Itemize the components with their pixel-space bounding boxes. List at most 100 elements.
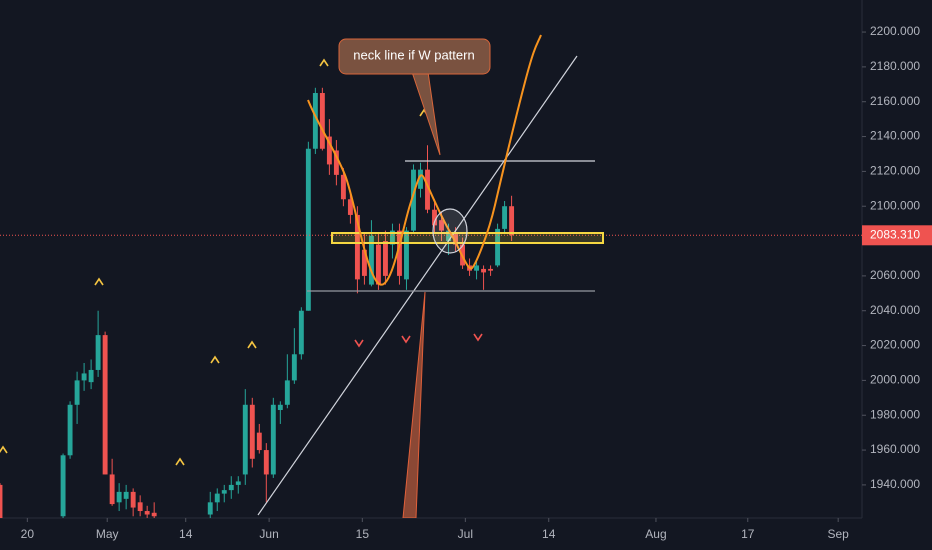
candle-body (123, 491, 129, 499)
y-tick-label: 2100.000 (870, 198, 920, 212)
candle-body (116, 491, 122, 503)
zone-rectangle (331, 232, 604, 244)
candle-body (207, 502, 213, 515)
y-tick-label: 2200.000 (870, 24, 920, 38)
candle-body (333, 150, 339, 175)
candle-body (340, 174, 346, 200)
candle-body (235, 481, 241, 485)
candle-body (102, 335, 108, 475)
y-tick-label: 1960.000 (870, 442, 920, 456)
candle-body (347, 199, 353, 215)
up-marker (94, 277, 104, 286)
candle-body (411, 169, 416, 231)
x-tick-label: Jun (259, 527, 278, 541)
candle-body (277, 404, 283, 411)
candle-body (256, 432, 262, 451)
candle-body (418, 169, 423, 189)
candle-body (130, 491, 136, 508)
x-tick-label: May (96, 527, 119, 541)
candle-body (60, 455, 66, 517)
y-tick-label: 2120.000 (870, 164, 920, 178)
y-tick-label: 2160.000 (870, 94, 920, 108)
x-tick-label: Sep (827, 527, 849, 541)
curve-drawing (307, 34, 542, 286)
trend-line (257, 55, 578, 516)
candle-body (432, 209, 437, 226)
y-tick-label: 2040.000 (870, 303, 920, 317)
candle-body (291, 354, 297, 381)
candle-body (375, 244, 381, 285)
candle-body (109, 474, 115, 505)
candle-body (354, 214, 360, 280)
y-tick-label: 2140.000 (870, 129, 920, 143)
x-tick-label: Jul (458, 527, 473, 541)
candle-body (361, 249, 367, 276)
candle-body (382, 241, 388, 276)
y-tick-label: 1980.000 (870, 407, 920, 421)
candle-body (404, 230, 409, 280)
candle-body (502, 206, 508, 229)
candle-body (446, 230, 451, 242)
candle-body (221, 490, 227, 494)
candle-body (439, 220, 444, 231)
candle-body (368, 235, 374, 285)
candle-body (228, 484, 234, 491)
up-marker (175, 457, 185, 466)
x-tick-label: 15 (356, 527, 370, 541)
up-marker (247, 340, 257, 349)
callout: neck line if W pattern (338, 38, 491, 156)
up-markers (0, 58, 429, 466)
x-tick-label: 20 (21, 527, 35, 541)
candle-body (326, 136, 332, 165)
candle-body (144, 511, 150, 515)
y-tick-label: 1940.000 (870, 477, 920, 491)
y-tick-label: 2180.000 (870, 59, 920, 73)
candle-body (425, 169, 430, 210)
x-tick-label: 14 (542, 527, 556, 541)
down-markers (354, 333, 483, 348)
candle-body (509, 206, 515, 236)
axes: 1940.000 1960.000 1980.000 2000.000 2020.000… (21, 24, 932, 541)
down-marker (401, 335, 411, 344)
up-marker (319, 58, 329, 67)
drawings: neck line if W pattern (0, 34, 604, 518)
candle-body (488, 268, 494, 271)
candle-body (284, 380, 290, 405)
candle-body (151, 512, 157, 517)
y-tick-label: 2000.000 (870, 373, 920, 387)
candle-body (495, 228, 501, 266)
up-marker (210, 355, 220, 364)
candle-body (453, 234, 458, 245)
candle-body (74, 380, 80, 405)
candle-body (214, 493, 220, 503)
candle-body (88, 369, 94, 383)
candle-body (249, 404, 255, 459)
candle-body (474, 265, 480, 271)
candle-body (305, 148, 311, 311)
candle-body (298, 310, 304, 355)
y-tick-label: 2020.000 (870, 338, 920, 352)
arrow-drawing (402, 291, 426, 518)
candle-body (390, 230, 395, 245)
callout-box (338, 38, 491, 75)
down-marker (473, 333, 483, 342)
candle-body (242, 404, 248, 475)
candle-body (0, 484, 3, 518)
up-marker (0, 445, 8, 454)
callout-text: neck line if W pattern (353, 47, 474, 62)
candle-body (95, 335, 101, 370)
candle-body (263, 450, 269, 475)
candle-body (67, 404, 73, 456)
candle-body (137, 502, 143, 512)
down-marker (354, 339, 364, 348)
x-tick-label: Aug (645, 527, 666, 541)
last-price-label: 2083.310 (870, 227, 920, 241)
candle-body (81, 373, 87, 381)
candle-body (270, 404, 276, 475)
x-tick-label: 17 (741, 527, 755, 541)
x-tick-label: 14 (179, 527, 193, 541)
plot-area (0, 87, 862, 518)
